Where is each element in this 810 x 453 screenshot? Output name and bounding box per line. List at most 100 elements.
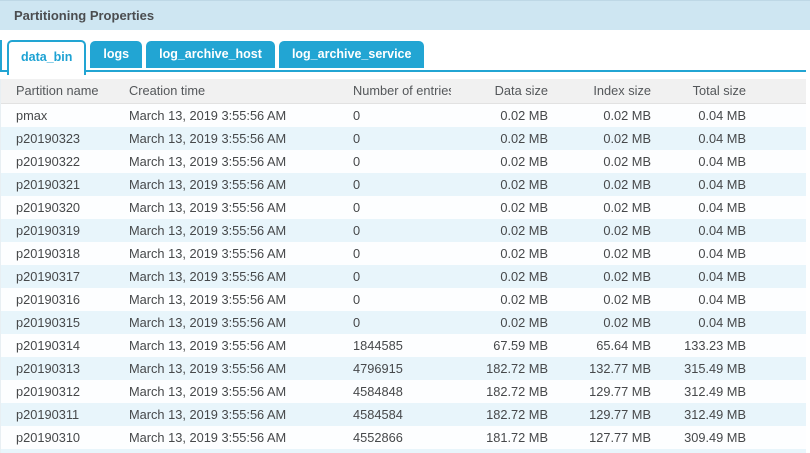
table-row: p20190318 March 13, 2019 3:55:56 AM 0 0.…	[1, 242, 806, 265]
cell-number-of-entries: 0	[353, 269, 361, 284]
cell-partition-name	[1, 449, 121, 453]
cell-partition-name: pmax	[16, 108, 48, 123]
cell-number-of-entries: 0	[353, 246, 361, 261]
cell-creation-time: March 13, 2019 3:55:56 AM	[129, 246, 287, 261]
cell-partition-name: p20190319	[16, 223, 81, 238]
cell-total-size: 0.04 MB	[698, 223, 746, 238]
cell-creation-time: March 13, 2019 3:55:56 AM	[129, 269, 287, 284]
cell-index-size: 0.02 MB	[603, 154, 651, 169]
cell-creation-time: March 13, 2019 3:55:56 AM	[129, 315, 287, 330]
cell-total-size	[651, 449, 746, 453]
tab-area: data_bin logs log_archive_host log_archive_…	[0, 40, 810, 75]
cell-partition-name: p20190321	[16, 177, 81, 192]
cell-spacer	[746, 127, 806, 150]
cell-data-size: 182.72 MB	[486, 407, 548, 422]
cell-spacer	[746, 449, 806, 453]
cell-creation-time: March 13, 2019 3:55:56 AM	[129, 177, 287, 192]
cell-partition-name: p20190310	[16, 430, 81, 445]
cell-spacer	[746, 173, 806, 196]
cell-partition-name: p20190312	[16, 384, 81, 399]
table-row: p20190316 March 13, 2019 3:55:56 AM 0 0.…	[1, 288, 806, 311]
cell-partition-name: p20190315	[16, 315, 81, 330]
table-header-row: Partition name Creation time Number of e…	[1, 79, 806, 104]
cell-index-size: 0.02 MB	[603, 108, 651, 123]
cell-spacer	[746, 334, 806, 357]
cell-number-of-entries: 4584584	[353, 407, 403, 422]
tab-logs[interactable]: logs	[90, 41, 143, 68]
cell-partition-name: p20190317	[16, 269, 81, 284]
cell-creation-time: March 13, 2019 3:55:56 AM	[129, 407, 287, 422]
cell-partition-name: p20190323	[16, 131, 81, 146]
cell-number-of-entries: 0	[353, 200, 361, 215]
cell-data-size: 0.02 MB	[500, 269, 548, 284]
cell-total-size: 315.49 MB	[684, 361, 746, 376]
tabstrip: data_bin logs log_archive_host log_archive_…	[0, 40, 810, 75]
table-row: p20190313 March 13, 2019 3:55:56 AM 4796…	[1, 357, 806, 380]
tab-data_bin[interactable]: data_bin	[7, 40, 87, 75]
cell-partition-name: p20190316	[16, 292, 81, 307]
table-row: p20190322 March 13, 2019 3:55:56 AM 0 0.…	[1, 150, 806, 173]
table-row: p20190323 March 13, 2019 3:55:56 AM 0 0.…	[1, 127, 806, 150]
cell-creation-time: March 13, 2019 3:55:56 AM	[129, 430, 287, 445]
cell-index-size: 129.77 MB	[589, 407, 651, 422]
cell-number-of-entries: 1844585	[353, 338, 403, 353]
cell-spacer	[746, 380, 806, 403]
cell-spacer	[746, 357, 806, 380]
cell-number-of-entries: 0	[353, 223, 361, 238]
cell-spacer	[746, 219, 806, 242]
column-header-data-size: Data size	[494, 83, 548, 98]
cell-spacer	[746, 242, 806, 265]
cell-data-size: 0.02 MB	[500, 131, 548, 146]
column-header-total-size: Total size	[692, 83, 746, 98]
cell-data-size	[451, 449, 548, 453]
cell-partition-name: p20190311	[16, 407, 80, 422]
cell-total-size: 0.04 MB	[698, 154, 746, 169]
cell-number-of-entries: 0	[353, 131, 361, 146]
cell-index-size: 127.77 MB	[589, 430, 651, 445]
cell-spacer	[746, 288, 806, 311]
cell-total-size: 312.49 MB	[684, 384, 746, 399]
cell-index-size: 0.02 MB	[603, 269, 651, 284]
column-header-spacer	[746, 79, 806, 103]
cell-partition-name: p20190314	[16, 338, 81, 353]
table-row: p20190321 March 13, 2019 3:55:56 AM 0 0.…	[1, 173, 806, 196]
cell-spacer	[746, 196, 806, 219]
cell-index-size: 0.02 MB	[603, 177, 651, 192]
cell-data-size: 0.02 MB	[500, 200, 548, 215]
cell-creation-time: March 13, 2019 3:55:56 AM	[129, 200, 287, 215]
cell-creation-time: March 13, 2019 3:55:56 AM	[129, 223, 287, 238]
cell-creation-time: March 13, 2019 3:55:56 AM	[129, 292, 287, 307]
cell-partition-name: p20190318	[16, 246, 81, 261]
column-header-creation-time: Creation time	[129, 83, 206, 98]
cell-number-of-entries	[346, 449, 451, 453]
cell-partition-name: p20190320	[16, 200, 81, 215]
table-row: p20190315 March 13, 2019 3:55:56 AM 0 0.…	[1, 311, 806, 334]
table-row: p20190312 March 13, 2019 3:55:56 AM 4584…	[1, 380, 806, 403]
cell-total-size: 133.23 MB	[684, 338, 746, 353]
table-row: p20190314 March 13, 2019 3:55:56 AM 1844…	[1, 334, 806, 357]
table-row: p20190311 March 13, 2019 3:55:56 AM 4584…	[1, 403, 806, 426]
cell-total-size: 0.04 MB	[698, 200, 746, 215]
column-header-partition-name: Partition name	[16, 83, 99, 98]
cell-index-size: 129.77 MB	[589, 384, 651, 399]
cell-total-size: 0.04 MB	[698, 131, 746, 146]
column-header-number-of-entries: Number of entries	[353, 83, 451, 98]
cell-data-size: 0.02 MB	[500, 315, 548, 330]
tab-log_archive_host[interactable]: log_archive_host	[146, 41, 275, 68]
cell-total-size: 309.49 MB	[684, 430, 746, 445]
panel-title: Partitioning Properties	[0, 0, 810, 30]
cell-data-size: 0.02 MB	[500, 154, 548, 169]
cell-number-of-entries: 4552866	[353, 430, 403, 445]
cell-total-size: 0.04 MB	[698, 246, 746, 261]
cell-number-of-entries: 0	[353, 315, 361, 330]
cell-creation-time: March 13, 2019 3:55:56 AM	[129, 361, 287, 376]
cell-total-size: 0.04 MB	[698, 269, 746, 284]
table-row: p20190320 March 13, 2019 3:55:56 AM 0 0.…	[1, 196, 806, 219]
partitions-table: Partition name Creation time Number of e…	[0, 79, 806, 453]
cell-index-size: 132.77 MB	[589, 361, 651, 376]
cell-number-of-entries: 0	[353, 108, 361, 123]
cell-number-of-entries: 0	[353, 177, 361, 192]
cell-partition-name: p20190322	[16, 154, 81, 169]
tab-log_archive_service[interactable]: log_archive_service	[278, 41, 425, 68]
